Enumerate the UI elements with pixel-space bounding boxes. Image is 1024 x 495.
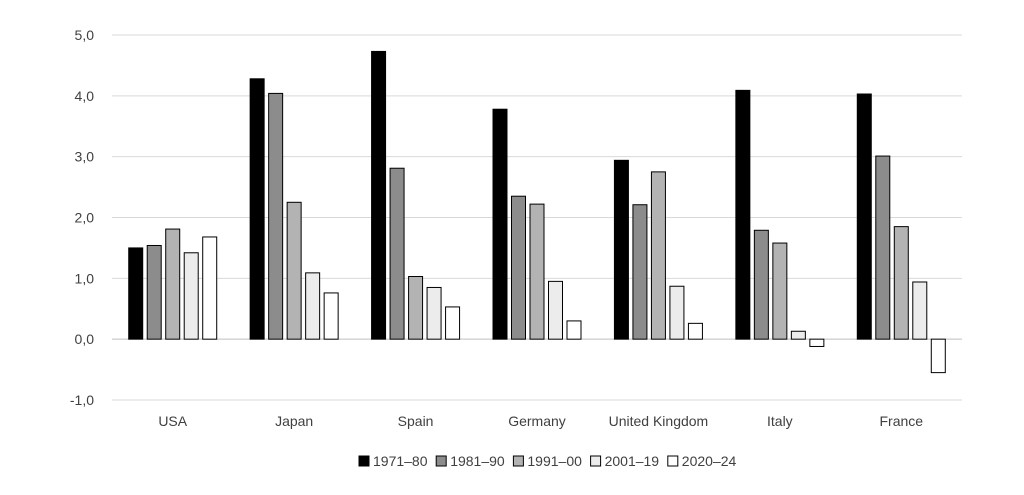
y-tick-label: 3,0: [75, 149, 95, 165]
bar: [128, 247, 144, 340]
legend-label: 1971–80: [373, 453, 428, 469]
y-tick-label: -1,0: [70, 392, 94, 408]
bar: [613, 159, 629, 340]
legend-swatch: [590, 455, 602, 467]
legend: 1971–80 1981–90 1991–00 2001–19 2020–24: [358, 453, 737, 469]
x-tick-label: Spain: [398, 413, 434, 429]
bar: [687, 322, 703, 340]
x-tick-label: United Kingdom: [609, 413, 709, 429]
bar: [772, 242, 788, 340]
bar: [669, 285, 685, 340]
bar: [548, 280, 563, 340]
bar: [305, 272, 321, 340]
bar: [249, 78, 265, 340]
bar: [268, 92, 284, 340]
x-tick-label: France: [879, 413, 923, 429]
bar: [930, 338, 946, 374]
legend-swatch: [358, 455, 370, 467]
bar: [445, 306, 461, 340]
y-tick-label: 2,0: [75, 210, 95, 226]
bar: [146, 244, 162, 340]
bar: [529, 203, 545, 340]
bar: [912, 281, 928, 340]
bar: [371, 50, 387, 340]
bar: [389, 167, 405, 340]
x-tick-label: USA: [158, 413, 187, 429]
bar: [566, 320, 582, 340]
y-tick-label: 5,0: [75, 27, 95, 43]
x-tick-label: Germany: [508, 413, 566, 429]
y-tick-label: 4,0: [75, 88, 95, 104]
bars: [128, 50, 946, 374]
legend-swatch: [435, 455, 447, 467]
legend-swatch: [667, 455, 679, 467]
bar: [893, 226, 909, 340]
bar: [286, 201, 302, 340]
bar: [650, 171, 666, 340]
x-axis-labels: USA Japan Spain Germany United Kingdom Italy F…: [158, 413, 923, 429]
bar: [426, 286, 442, 340]
bar: [408, 276, 424, 340]
bar: [856, 93, 872, 340]
bar: [753, 229, 769, 340]
y-tick-label: 0,0: [75, 331, 95, 347]
legend-swatch: [512, 455, 524, 467]
y-axis-ticks: 5,0 4,0 3,0 2,0 1,0 0,0 -1,0: [70, 27, 94, 408]
bar: [809, 338, 825, 347]
bar: [875, 155, 891, 340]
bar: [511, 195, 526, 340]
legend-label: 2001–19: [605, 453, 660, 469]
legend-label: 1991–00: [527, 453, 582, 469]
bar: [790, 330, 806, 340]
bar: [202, 236, 218, 340]
bar: [735, 89, 751, 340]
x-tick-label: Italy: [767, 413, 793, 429]
bar: [323, 292, 339, 340]
legend-label: 2020–24: [682, 453, 737, 469]
bar: [165, 228, 181, 340]
bar: [632, 204, 648, 340]
bar: [183, 252, 199, 340]
legend-label: 1981–90: [450, 453, 505, 469]
bar: [492, 108, 508, 340]
y-tick-label: 1,0: [75, 270, 95, 286]
x-tick-label: Japan: [275, 413, 313, 429]
